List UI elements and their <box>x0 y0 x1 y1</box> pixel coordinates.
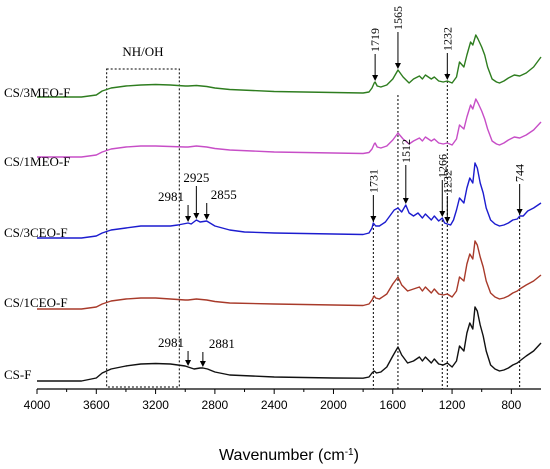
series-label-cs-3ceo-f: CS/3CEO-F <box>4 225 68 240</box>
annotation-cs-f-2981-arrowhead <box>185 360 192 366</box>
x-tick-label-800: 800 <box>501 398 521 412</box>
x-axis-label: Wavenumber (cm-1) <box>219 447 359 465</box>
annotation-cs-3ceo-f-2981-label: 2981 <box>158 189 184 204</box>
annotation-cs-3ceo-f-1232-arrowhead <box>444 217 451 223</box>
x-axis-label-close: ) <box>354 447 359 464</box>
x-axis-label-superscript: -1 <box>345 447 354 458</box>
x-tick-label-2800: 2800 <box>202 398 229 412</box>
series-labels: CS/3MEO-F CS/1MEO-F CS/3CEO-F CS/1CEO-F CS-F <box>4 85 70 382</box>
nh-oh-region-label: NH/OH <box>122 44 163 59</box>
x-tick-label-1600: 1600 <box>379 398 406 412</box>
annotation-cs-3meo-f-1232-label: 1232 <box>440 27 454 51</box>
series-label-cs-3meo-f: CS/3MEO-F <box>4 85 70 100</box>
annotation-cs-3meo-f-1565-label: 1565 <box>391 6 405 30</box>
annotation-cs-3ceo-f-1512-label: 1512 <box>399 139 413 163</box>
annotation-cs-f-2981-label: 2981 <box>158 335 184 350</box>
annotation-cs-3meo-f-1232-arrowhead <box>444 74 451 80</box>
nh-oh-region: NH/OH <box>106 44 180 388</box>
annotation-cs-3ceo-f-2981-arrowhead <box>185 216 192 222</box>
annotation-cs-3ceo-f-1731-label: 1731 <box>366 169 380 193</box>
series-label-cs-f: CS-F <box>4 367 31 382</box>
x-tick-label-3200: 3200 <box>142 398 169 412</box>
annotation-cs-3meo-f-1719-label: 1719 <box>368 28 382 52</box>
series-line-cs-1ceo-f <box>37 240 542 310</box>
annotation-cs-3ceo-f-2855-label: 2855 <box>211 187 237 202</box>
annotation-cs-3ceo-f-2925-arrowhead <box>193 213 200 219</box>
series-line-cs-f <box>37 306 542 382</box>
reference-lines <box>372 73 521 389</box>
annotation-cs-f-2881-label: 2881 <box>209 336 235 351</box>
series-line-cs-1meo-f <box>37 98 542 158</box>
x-tick-label-2000: 2000 <box>320 398 347 412</box>
annotation-cs-3meo-f-1719-arrowhead <box>372 75 379 81</box>
annotation-cs-3ceo-f-2855-arrowhead <box>203 214 210 220</box>
x-tick-label-3600: 3600 <box>83 398 110 412</box>
annotation-cs-3ceo-f-1266-label: 1266 <box>435 154 449 178</box>
series-label-cs-1ceo-f: CS/1CEO-F <box>4 295 68 310</box>
annotation-cs-3meo-f-1565-arrowhead <box>394 63 401 69</box>
annotation-cs-3ceo-f-1232-label: 1232 <box>440 170 454 194</box>
x-axis: 4000 3600 3200 2800 2400 2000 1600 1200 800 <box>24 388 541 412</box>
x-tick-label-2400: 2400 <box>261 398 288 412</box>
annotation-cs-3ceo-f-1266-arrowhead <box>439 211 446 217</box>
x-tick-label-4000: 4000 <box>24 398 51 412</box>
x-tick-label-1200: 1200 <box>439 398 466 412</box>
annotation-cs-3ceo-f-1512-arrowhead <box>402 198 409 204</box>
x-axis-label-text: Wavenumber (cm <box>219 447 345 464</box>
annotation-cs-3ceo-f-744-label: 744 <box>513 164 527 182</box>
annotation-cs-3ceo-f-1731-arrowhead <box>370 216 377 222</box>
nh-oh-region-box <box>106 68 180 388</box>
annotation-cs-f-2881-arrowhead <box>199 361 206 367</box>
series-line-cs-3ceo-f <box>37 162 542 239</box>
annotation-cs-3ceo-f-744-arrowhead <box>516 209 523 215</box>
series-label-cs-1meo-f: CS/1MEO-F <box>4 154 70 169</box>
annotation-cs-3ceo-f-2925-label: 2925 <box>183 170 209 185</box>
series-layer <box>37 34 542 382</box>
series-line-cs-3meo-f <box>37 34 542 98</box>
